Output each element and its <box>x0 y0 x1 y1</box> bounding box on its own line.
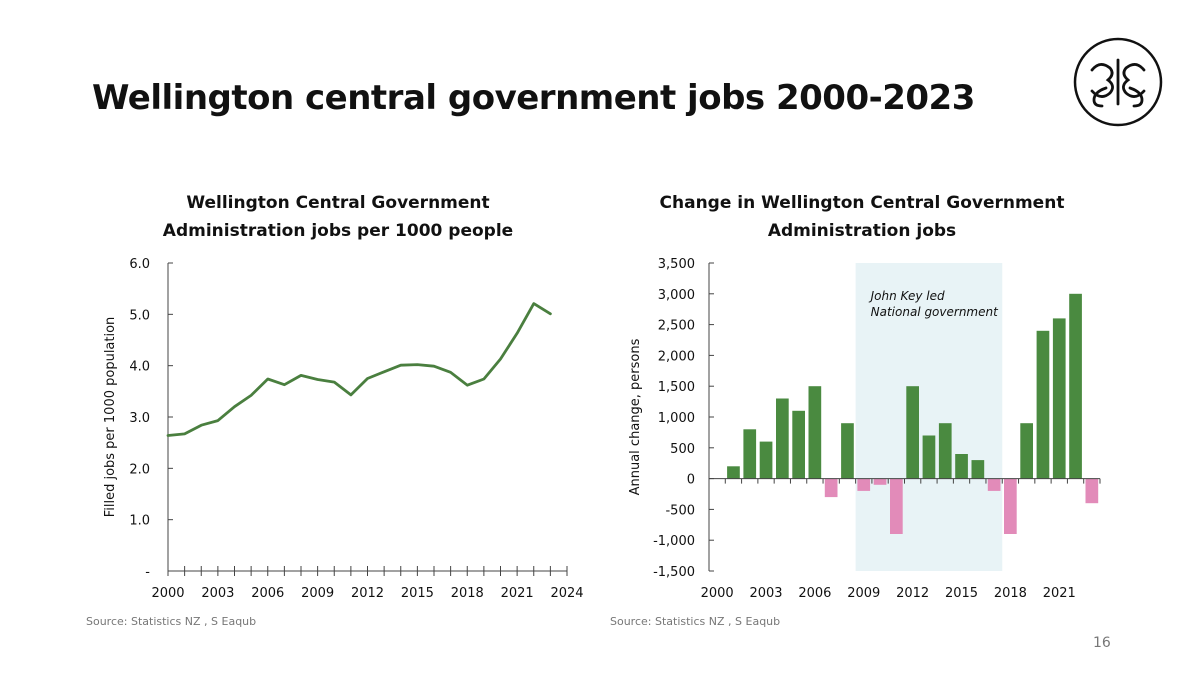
y-tick-label: 2.0 <box>129 462 150 477</box>
bar <box>857 478 871 491</box>
bar <box>1085 478 1099 504</box>
x-tick-label: 2015 <box>945 586 978 601</box>
x-tick-label: 2000 <box>151 586 184 601</box>
bar <box>776 398 789 479</box>
bar <box>759 441 773 479</box>
x-tick-label: 2015 <box>401 586 434 601</box>
y-axis-label: Annual change, persons <box>628 338 643 495</box>
left-chart-title-line-2: Administration jobs per 1000 people <box>162 221 514 241</box>
bar <box>890 478 903 534</box>
line-chart: - 1.0 2.0 3.0 4.0 5.0 6.0 2000 2003 2006 2009 2012 2… <box>103 257 584 601</box>
bar <box>873 478 887 485</box>
bar <box>971 460 985 479</box>
y-tick-label: 1.0 <box>129 514 150 529</box>
bar <box>1004 478 1017 534</box>
right-chart-title-line-1: Change in Wellington Central Government <box>659 193 1065 213</box>
series-line <box>166 302 552 437</box>
y-tick-label: 0 <box>687 473 695 488</box>
y-tick-label: 500 <box>670 442 695 457</box>
bar <box>922 435 936 479</box>
bar <box>955 454 968 479</box>
y-tick-label: 6.0 <box>129 257 150 272</box>
bar <box>743 429 757 479</box>
annotation-band <box>855 263 1003 571</box>
page-number: 16 <box>1093 635 1111 651</box>
bar <box>841 423 854 479</box>
bar <box>727 466 740 479</box>
bar <box>1069 293 1082 479</box>
x-tick-label: 2012 <box>896 586 929 601</box>
y-tick-label: -500 <box>665 503 695 518</box>
x-tick-label: 2000 <box>701 586 734 601</box>
y-tick-label: 1,500 <box>658 380 695 395</box>
x-tick-label: 2003 <box>749 586 782 601</box>
y-tick-label: 4.0 <box>129 360 150 375</box>
y-tick-label: -1,500 <box>653 565 695 580</box>
x-tick-label: 2009 <box>847 586 880 601</box>
bar <box>1052 318 1066 479</box>
x-tick-label: 2021 <box>1043 586 1076 601</box>
y-tick-label: 5.0 <box>129 308 150 323</box>
bar <box>906 386 919 479</box>
left-chart-source: Source: Statistics NZ , S Eaqub <box>86 615 257 628</box>
y-tick-label: 1,000 <box>658 411 695 426</box>
y-tick-label: -1,000 <box>653 534 695 549</box>
ornamental-monogram-logo <box>1073 37 1163 127</box>
x-tick-label: 2009 <box>301 586 334 601</box>
y-tick-label: - <box>145 565 150 580</box>
annotation-text: John Key led <box>869 289 945 303</box>
x-tick-label: 2006 <box>251 586 284 601</box>
bar <box>1020 423 1033 479</box>
right-chart-source: Source: Statistics NZ , S Eaqub <box>610 615 781 628</box>
bar-chart: John Key led National government -1,500 -1,… <box>628 257 1101 601</box>
x-tick-label: 2018 <box>994 586 1027 601</box>
x-tick-label: 2024 <box>550 586 583 601</box>
right-chart-title-line-2: Administration jobs <box>767 221 957 241</box>
bar <box>987 478 1001 491</box>
y-tick-label: 2,500 <box>658 319 695 334</box>
left-chart-title-line-1: Wellington Central Government <box>186 193 490 213</box>
slide-title: Wellington central government jobs 2000-… <box>92 78 975 118</box>
y-tick-label: 3.0 <box>129 411 150 426</box>
bar <box>824 478 838 498</box>
y-axis-label: Filled jobs per 1000 population <box>103 317 118 518</box>
x-tick-label: 2006 <box>798 586 831 601</box>
bar <box>1036 330 1050 479</box>
y-tick-label: 2,000 <box>658 349 695 364</box>
left-chart-title: Wellington Central Government Administra… <box>108 189 568 245</box>
x-tick-label: 2018 <box>451 586 484 601</box>
right-chart-title: Change in Wellington Central Government … <box>632 189 1092 245</box>
x-tick-label: 2012 <box>351 586 384 601</box>
y-tick-label: 3,500 <box>658 257 695 272</box>
y-tick-label: 3,000 <box>658 288 695 303</box>
bar <box>792 410 805 479</box>
bar <box>808 386 822 479</box>
annotation-text: National government <box>871 305 999 319</box>
x-tick-label: 2003 <box>201 586 234 601</box>
x-tick-label: 2021 <box>501 586 534 601</box>
bar <box>938 423 952 479</box>
